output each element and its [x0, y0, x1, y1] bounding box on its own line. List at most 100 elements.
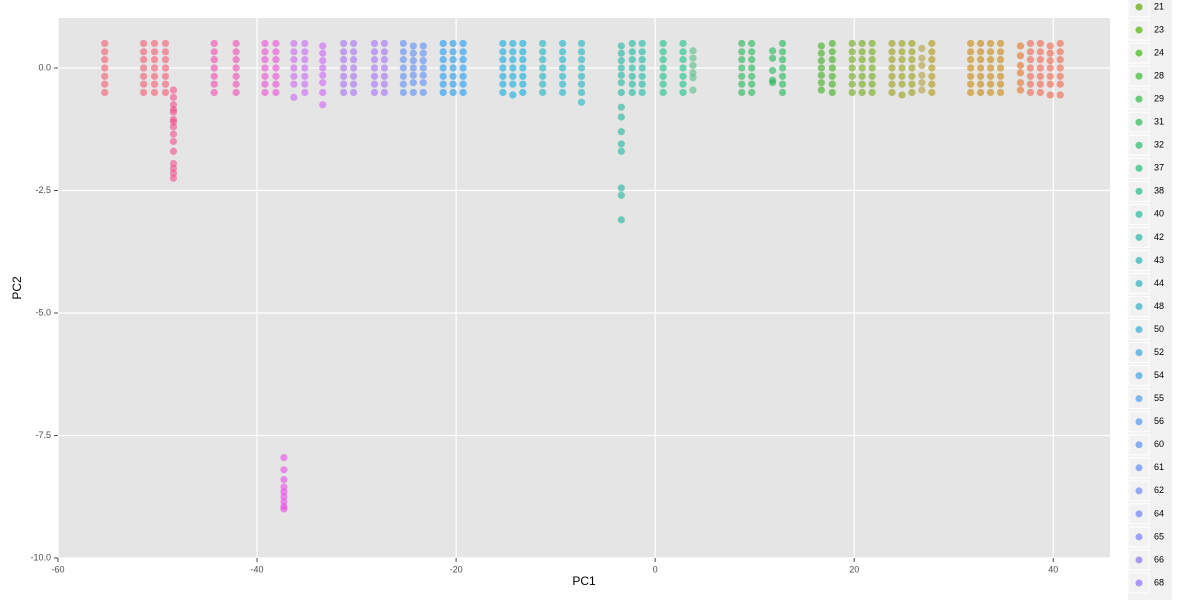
point [380, 80, 389, 88]
point [858, 64, 866, 72]
point [232, 56, 240, 64]
x-tick-label: -40 [251, 564, 264, 574]
point [301, 80, 309, 88]
point [659, 39, 667, 48]
point [659, 88, 667, 97]
point [261, 80, 269, 88]
point [150, 88, 159, 97]
legend-label: 52 [1154, 347, 1164, 357]
point [539, 56, 547, 64]
point [996, 39, 1005, 48]
point [817, 71, 825, 79]
point [169, 106, 178, 114]
point [161, 88, 170, 97]
point [399, 56, 407, 64]
point [628, 64, 636, 72]
point [817, 86, 825, 94]
point [617, 42, 625, 50]
point [340, 72, 348, 80]
point [290, 72, 298, 80]
legend-label: 56 [1154, 416, 1164, 426]
point [1026, 64, 1034, 72]
point [689, 54, 697, 62]
point [290, 39, 298, 48]
point [272, 39, 280, 48]
point [996, 72, 1005, 80]
point [499, 48, 507, 56]
y-tick-label: -2.5 [35, 185, 51, 195]
point [679, 48, 687, 56]
point [868, 39, 876, 48]
point [689, 74, 697, 82]
point [679, 56, 687, 64]
legend-label: 62 [1154, 485, 1164, 495]
point [898, 91, 906, 99]
point [349, 72, 358, 80]
point [169, 174, 178, 182]
point [996, 56, 1005, 64]
legend-swatch [1135, 279, 1143, 287]
point [319, 64, 327, 72]
legend-swatch [1135, 164, 1143, 172]
point [617, 57, 625, 65]
point [509, 48, 517, 56]
point [778, 64, 787, 72]
point [161, 72, 170, 80]
point [868, 48, 876, 56]
point [261, 48, 269, 56]
point [638, 56, 646, 64]
point [370, 72, 379, 80]
point [1036, 48, 1044, 56]
point [539, 80, 547, 88]
legend-label: 32 [1154, 140, 1164, 150]
point [519, 64, 527, 72]
point [519, 80, 527, 88]
legend-label: 64 [1154, 508, 1164, 518]
point [1036, 88, 1044, 97]
point [659, 56, 667, 64]
legend-swatch [1135, 326, 1143, 334]
point [996, 80, 1005, 88]
point [918, 86, 926, 94]
point [539, 72, 547, 80]
legend-swatch [1135, 418, 1143, 426]
point [996, 48, 1005, 56]
point [499, 64, 507, 72]
point [659, 64, 667, 72]
point [169, 118, 178, 126]
point [232, 64, 240, 72]
point [439, 64, 447, 72]
point [319, 101, 327, 109]
point [439, 72, 447, 80]
legend-swatch [1135, 26, 1143, 34]
legend-swatch [1135, 533, 1143, 541]
legend-label: 23 [1154, 24, 1164, 34]
point [908, 39, 916, 48]
point [419, 49, 427, 57]
point [499, 39, 507, 48]
point [638, 72, 646, 80]
point [898, 39, 906, 48]
point [509, 80, 517, 88]
point [539, 88, 547, 97]
point [848, 64, 856, 72]
point [1016, 52, 1025, 60]
point [1056, 48, 1064, 56]
point [977, 72, 985, 80]
point [888, 72, 896, 80]
point [380, 56, 389, 64]
legend-label: 54 [1154, 370, 1164, 380]
legend-label: 61 [1154, 462, 1164, 472]
point [1046, 80, 1054, 88]
point [449, 64, 457, 72]
legend-swatch [1135, 395, 1143, 403]
point [898, 80, 906, 88]
point [848, 48, 856, 56]
point [967, 39, 975, 48]
legend-swatch [1135, 210, 1143, 218]
point [349, 64, 358, 72]
point [738, 56, 746, 64]
point [918, 61, 926, 70]
point [638, 64, 646, 72]
point [617, 147, 625, 155]
